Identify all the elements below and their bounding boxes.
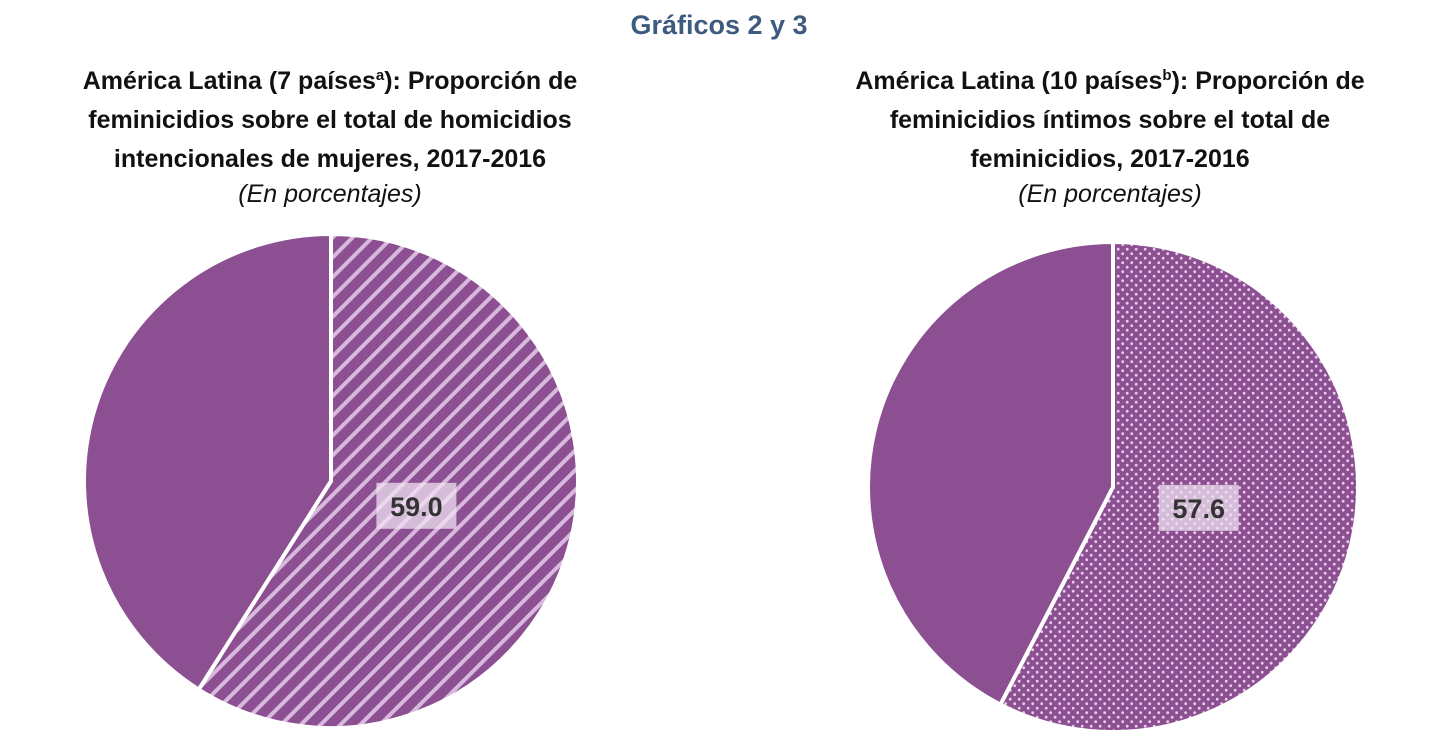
main-title: Gráficos 2 y 3 [630,10,808,40]
chart-2-pie: 57.6 [866,240,1360,734]
chart-2-panel: América Latina (10 paísesb): Proporción … [810,62,1410,209]
chart-1-panel: América Latina (7 paísesa): Proporción d… [30,62,630,209]
chart-2-title: América Latina (10 paísesb): Proporción … [810,62,1410,179]
chart-1-data-label-bg [376,482,457,529]
chart-1-title-superscript: a [375,67,385,84]
chart-1-title-main: América Latina (7 países [82,67,376,95]
chart-1-slice-otros-homicidios [82,232,333,692]
chart-2-title-superscript: b [1162,67,1172,84]
chart-1-slice-feminicidios [196,232,580,730]
chart-2-data-label: 57.6 [1172,494,1225,524]
chart-2-title-rest: ): Proporción de feminicidios íntimos so… [889,67,1365,173]
chart-1-title: América Latina (7 paísesa): Proporción d… [30,62,630,179]
chart-2-data-label-bg [1158,484,1239,531]
chart-2-subtitle: (En porcentajes) [1018,180,1202,208]
chart-2-slice-otros-feminicidios [866,240,1115,707]
chart-1-data-label: 59.0 [390,492,443,522]
chart-2-title-main: América Latina (10 países [855,67,1163,95]
chart-1-subtitle: (En porcentajes) [238,180,422,208]
chart-1-title-rest: ): Proporción de feminicidios sobre el t… [88,67,578,173]
chart-1-pie: 59.0 [82,232,580,730]
